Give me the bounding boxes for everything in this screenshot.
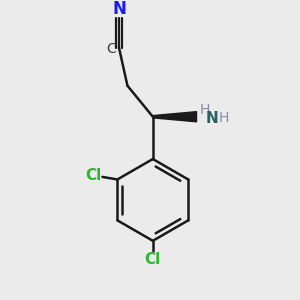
Text: C: C — [106, 42, 116, 56]
Text: H: H — [200, 103, 210, 117]
Text: Cl: Cl — [145, 252, 161, 267]
Text: H: H — [219, 111, 229, 125]
Polygon shape — [153, 112, 196, 122]
Text: N: N — [112, 0, 126, 18]
Text: Cl: Cl — [85, 168, 102, 183]
Text: N: N — [206, 111, 218, 126]
